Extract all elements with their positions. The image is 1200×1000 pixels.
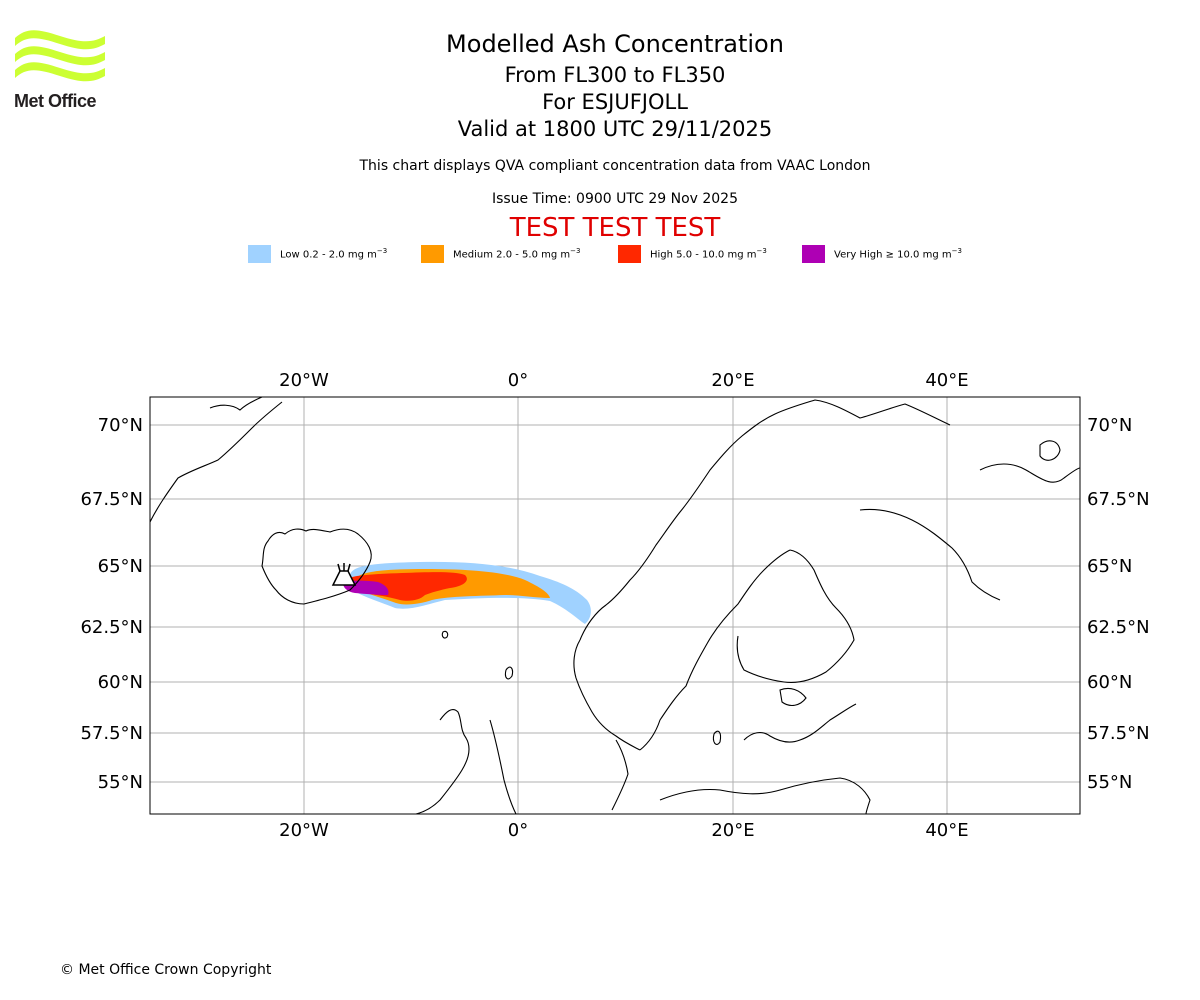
lon-tick-label: 0° bbox=[508, 370, 528, 391]
legend-label-medium: Medium 2.0 - 5.0 mg m−3 bbox=[453, 247, 581, 261]
lon-ticks-bottom: 20°W 0° 20°E 40°E bbox=[279, 820, 968, 840]
legend-label-low: Low 0.2 - 2.0 mg m−3 bbox=[280, 247, 388, 261]
lat-tick-label: 70°N bbox=[1087, 415, 1132, 436]
coastline-scotland-east bbox=[489, 719, 517, 814]
volcano-icon bbox=[331, 563, 357, 586]
coastline-shetland bbox=[504, 666, 514, 680]
lon-ticks-top: 20°W 0° 20°E 40°E bbox=[279, 370, 968, 391]
lat-tick-label: 60°N bbox=[98, 672, 143, 693]
legend-swatch-low bbox=[248, 245, 271, 263]
copyright: © Met Office Crown Copyright bbox=[60, 962, 272, 978]
lon-tick-label: 20°W bbox=[279, 370, 329, 391]
coastline-greenland bbox=[150, 397, 283, 523]
test-banner: TEST TEST TEST bbox=[509, 213, 721, 243]
map-background bbox=[150, 397, 1080, 814]
chart-title: Modelled Ash Concentration bbox=[446, 30, 784, 58]
coastline-gotland bbox=[712, 730, 722, 745]
coastline-uk bbox=[415, 709, 470, 814]
coastline-iceland bbox=[261, 528, 372, 605]
lat-tick-label: 65°N bbox=[1087, 556, 1132, 577]
ash-map: 20°W 0° 20°E 40°E 20°W 0° 20°E 40°E 70°N… bbox=[80, 370, 1150, 840]
met-office-logo: Met Office bbox=[14, 30, 106, 112]
lat-tick-label: 62.5°N bbox=[80, 617, 143, 638]
ash-plume bbox=[343, 561, 591, 624]
lat-tick-label: 65°N bbox=[98, 556, 143, 577]
lat-tick-label: 57.5°N bbox=[80, 723, 143, 744]
legend-item-high: High 5.0 - 10.0 mg m−3 bbox=[618, 244, 767, 264]
coastline-lakes bbox=[779, 687, 807, 707]
lon-tick-label: 40°E bbox=[925, 820, 968, 840]
lat-tick-label: 57.5°N bbox=[1087, 723, 1150, 744]
legend-swatch-medium bbox=[421, 245, 444, 263]
coastline-denmark bbox=[611, 739, 629, 811]
chart-description: This chart displays QVA compliant concen… bbox=[359, 158, 871, 174]
volcano-name: For ESJUFJOLL bbox=[542, 90, 688, 114]
lat-tick-label: 67.5°N bbox=[1087, 489, 1150, 510]
legend-item-low: Low 0.2 - 2.0 mg m−3 bbox=[248, 244, 387, 264]
legend-label-high: High 5.0 - 10.0 mg m−3 bbox=[650, 247, 767, 261]
map-gridlines bbox=[150, 397, 1080, 814]
valid-time: Valid at 1800 UTC 29/11/2025 bbox=[457, 117, 773, 141]
concentration-legend: Low 0.2 - 2.0 mg m−3 Medium 2.0 - 5.0 mg… bbox=[0, 244, 1200, 264]
met-office-waves-icon bbox=[15, 30, 105, 82]
coastline-russia-north bbox=[979, 463, 1080, 483]
issue-time: Issue Time: 0900 UTC 29 Nov 2025 bbox=[491, 191, 739, 207]
met-office-wordmark: Met Office bbox=[14, 91, 97, 111]
coastline-novaya bbox=[1039, 440, 1061, 461]
coastline-finland bbox=[736, 549, 855, 684]
coastlines bbox=[150, 397, 1080, 814]
legend-item-medium: Medium 2.0 - 5.0 mg m−3 bbox=[421, 244, 580, 264]
lon-tick-label: 0° bbox=[508, 820, 528, 840]
coastline-scandinavia bbox=[579, 399, 951, 641]
lat-tick-label: 70°N bbox=[98, 415, 143, 436]
lat-tick-label: 60°N bbox=[1087, 672, 1132, 693]
legend-label-very-high: Very High ≥ 10.0 mg m−3 bbox=[834, 247, 962, 261]
lat-ticks-left: 70°N 67.5°N 65°N 62.5°N 60°N 57.5°N 55°N bbox=[80, 415, 143, 793]
legend-swatch-very-high bbox=[802, 245, 825, 263]
lon-tick-label: 40°E bbox=[925, 370, 968, 391]
coastline-baltic-states bbox=[743, 703, 857, 743]
legend-item-very-high: Very High ≥ 10.0 mg m−3 bbox=[802, 244, 962, 264]
coastline-norway-west bbox=[573, 639, 641, 751]
coastline-kola bbox=[859, 508, 1001, 601]
lat-tick-label: 62.5°N bbox=[1087, 617, 1150, 638]
lat-tick-label: 55°N bbox=[98, 772, 143, 793]
flight-levels: From FL300 to FL350 bbox=[504, 63, 726, 87]
legend-swatch-high bbox=[618, 245, 641, 263]
coastline-baltic-south bbox=[659, 777, 871, 814]
lat-ticks-right: 70°N 67.5°N 65°N 62.5°N 60°N 57.5°N 55°N bbox=[1087, 415, 1150, 793]
map-frame bbox=[149, 396, 1081, 815]
coastline-sweden-east bbox=[639, 549, 791, 751]
lon-tick-label: 20°E bbox=[711, 370, 754, 391]
lat-tick-label: 55°N bbox=[1087, 772, 1132, 793]
coastline-faroe bbox=[441, 630, 449, 639]
lon-tick-label: 20°E bbox=[711, 820, 754, 840]
lat-tick-label: 67.5°N bbox=[80, 489, 143, 510]
lon-tick-label: 20°W bbox=[279, 820, 329, 840]
